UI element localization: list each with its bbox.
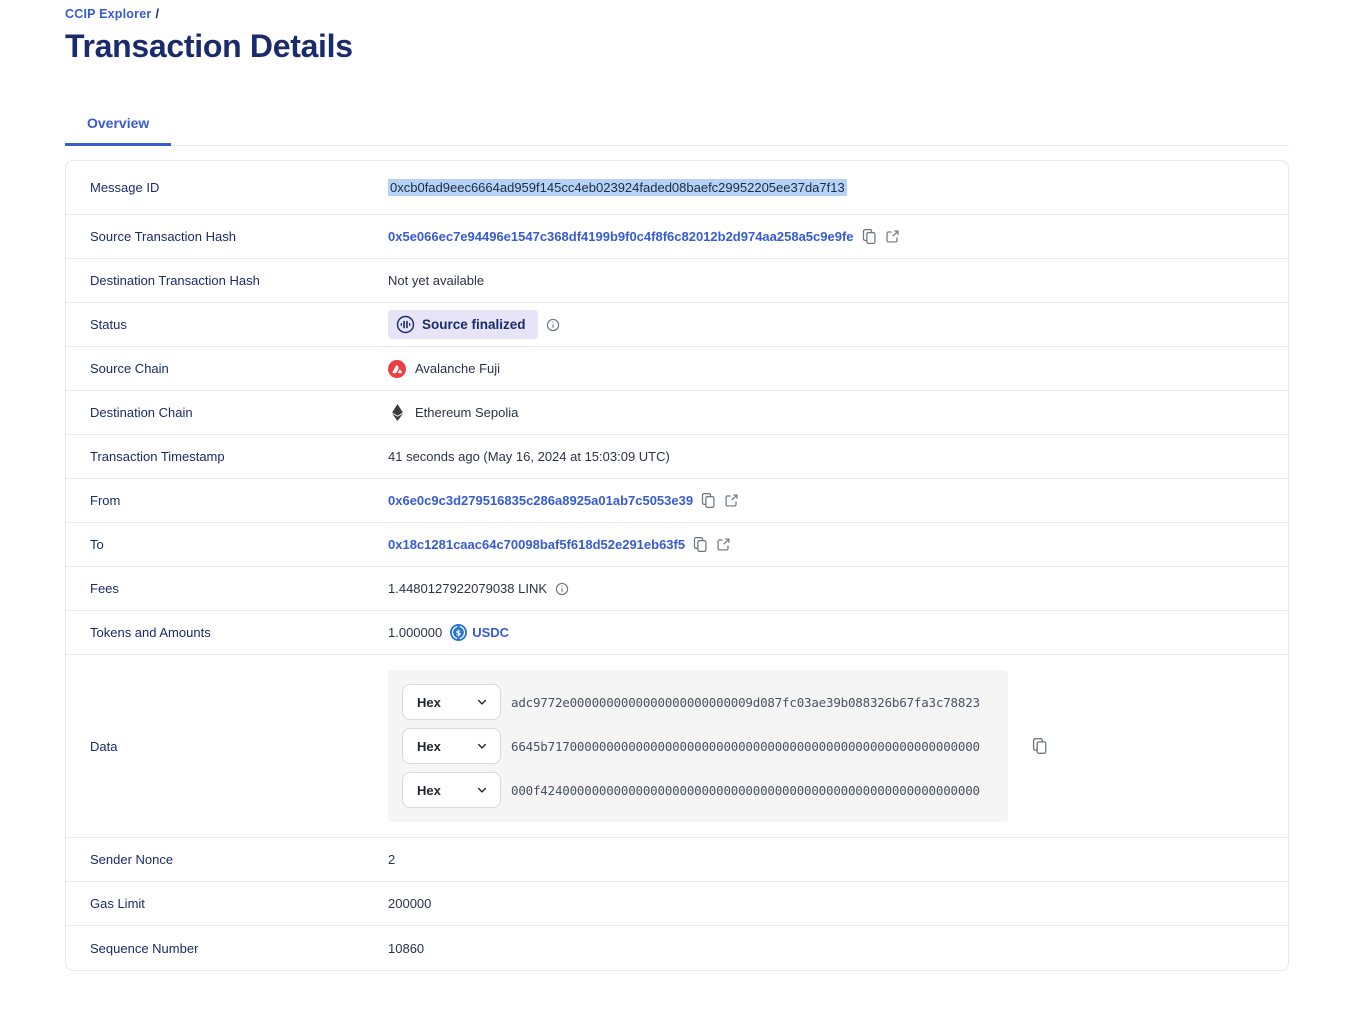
fees-label: Fees <box>90 581 119 597</box>
destination-chain-value: Ethereum Sepolia <box>388 404 519 422</box>
external-link-icon <box>716 537 731 552</box>
sequence-number-label: Sequence Number <box>90 940 199 956</box>
from-copy-button[interactable] <box>701 492 716 509</box>
chevron-down-icon <box>476 696 488 708</box>
chevron-down-icon <box>476 740 488 752</box>
data-label: Data <box>90 738 118 754</box>
info-icon <box>546 318 560 332</box>
status-badge-label: Source finalized <box>422 317 526 333</box>
source-transaction-hash-copy-button[interactable] <box>862 228 877 245</box>
sequence-number-value: 10860 <box>388 940 425 956</box>
to-label: To <box>90 537 104 553</box>
source-transaction-hash-label: Source Transaction Hash <box>90 229 236 245</box>
row-sequence-number: Sequence Number 10860 <box>66 926 1288 970</box>
from-label: From <box>90 493 121 509</box>
row-destination-chain: Destination Chain Ethereum Sepolia <box>66 391 1288 436</box>
breadcrumb: CCIP Explorer / <box>65 7 1289 21</box>
row-gas-limit: Gas Limit 200000 <box>66 882 1288 927</box>
transaction-details-page: CCIP Explorer / Transaction Details Overv… <box>65 7 1289 972</box>
source-chain-name: Avalanche Fuji <box>415 361 501 377</box>
tokens-and-amounts-label: Tokens and Amounts <box>90 625 211 641</box>
tab-overview[interactable]: Overview <box>65 105 172 147</box>
ethereum-logo-icon <box>388 404 406 422</box>
gas-limit-label: Gas Limit <box>90 896 145 912</box>
destination-transaction-hash-value: Not yet available <box>388 273 485 289</box>
svg-text:$: $ <box>456 628 462 638</box>
transaction-details-card: Message ID 0xcb0fad9eec6664ad959f145cc4e… <box>65 160 1289 972</box>
status-info-button[interactable] <box>546 318 560 332</box>
copy-icon <box>862 228 877 245</box>
copy-icon <box>701 492 716 509</box>
destination-chain-label: Destination Chain <box>90 405 193 421</box>
to-address-link[interactable]: 0x18c1281caac64c70098baf5f618d52e291eb63… <box>388 537 686 553</box>
status-badge: Source finalized <box>388 310 538 340</box>
gas-limit-value: 200000 <box>388 896 432 912</box>
message-id-label: Message ID <box>90 180 160 196</box>
status-label: Status <box>90 317 127 333</box>
source-chain-label: Source Chain <box>90 361 169 377</box>
fees-value: 1.4480127922079038 LINK <box>388 581 548 597</box>
data-encoding-select-2[interactable]: Hex <box>402 728 501 765</box>
external-link-icon <box>724 493 739 508</box>
sender-nonce-value: 2 <box>388 852 396 868</box>
row-tokens-and-amounts: Tokens and Amounts 1.000000 $ USDC <box>66 611 1288 656</box>
copy-icon <box>1032 737 1048 755</box>
data-hex-value-2: 6645b71700000000000000000000000000000000… <box>511 738 980 754</box>
breadcrumb-ccip-explorer-link[interactable]: CCIP Explorer <box>65 7 152 21</box>
source-transaction-hash-external-button[interactable] <box>885 229 900 244</box>
row-destination-transaction-hash: Destination Transaction Hash Not yet ava… <box>66 259 1288 304</box>
data-encoding-selected-value: Hex <box>417 694 441 710</box>
to-copy-button[interactable] <box>693 536 708 553</box>
source-chain-value: Avalanche Fuji <box>388 359 501 378</box>
external-link-icon <box>885 229 900 244</box>
row-data: Data Hex adc9772e00000000000000000000000… <box>66 655 1288 839</box>
usdc-logo-icon: $ <box>450 624 468 642</box>
data-encoding-select-1[interactable]: Hex <box>402 684 501 721</box>
row-message-id: Message ID 0xcb0fad9eec6664ad959f145cc4e… <box>66 161 1288 216</box>
data-encoding-selected-value: Hex <box>417 738 441 754</box>
avalanche-logo-icon <box>388 359 406 378</box>
data-copy-button[interactable] <box>1032 737 1048 755</box>
row-source-chain: Source Chain Avalanche Fuji <box>66 347 1288 392</box>
tab-bar: Overview <box>65 105 1289 147</box>
sender-nonce-label: Sender Nonce <box>90 852 174 868</box>
row-to: To 0x18c1281caac64c70098baf5f618d52e291e… <box>66 523 1288 568</box>
data-hex-value-3: 000f424000000000000000000000000000000000… <box>511 782 980 798</box>
row-status: Status Source finalized <box>66 303 1288 348</box>
data-encoding-select-3[interactable]: Hex <box>402 772 501 809</box>
from-external-button[interactable] <box>724 493 739 508</box>
source-transaction-hash-link[interactable]: 0x5e066ec7e94496e1547c368df4199b9f0c4f8f… <box>388 229 854 245</box>
transaction-timestamp-label: Transaction Timestamp <box>90 449 225 465</box>
data-hex-panel: Hex adc9772e0000000000000000000000009d08… <box>388 670 1008 823</box>
transaction-timestamp-value: 41 seconds ago (May 16, 2024 at 15:03:09… <box>388 449 670 465</box>
copy-icon <box>693 536 708 553</box>
row-transaction-timestamp: Transaction Timestamp 41 seconds ago (Ma… <box>66 435 1288 480</box>
row-from: From 0x6e0c9c3d279516835c286a8925a01ab7c… <box>66 479 1288 524</box>
page-title: Transaction Details <box>65 28 353 64</box>
token-amount-value: 1.000000 <box>388 625 443 641</box>
data-line: Hex adc9772e0000000000000000000000009d08… <box>402 684 994 721</box>
message-id-value: 0xcb0fad9eec6664ad959f145cc4eb023924fade… <box>388 179 847 197</box>
info-icon <box>555 582 569 596</box>
from-address-link[interactable]: 0x6e0c9c3d279516835c286a8925a01ab7c5053e… <box>388 493 694 509</box>
fees-info-button[interactable] <box>555 582 569 596</box>
breadcrumb-separator: / <box>155 7 160 21</box>
row-fees: Fees 1.4480127922079038 LINK <box>66 567 1288 612</box>
data-encoding-selected-value: Hex <box>417 782 441 798</box>
chevron-down-icon <box>476 784 488 796</box>
token-symbol-link[interactable]: USDC <box>472 625 510 641</box>
token-amount-group: 1.000000 $ USDC <box>388 624 510 642</box>
destination-transaction-hash-label: Destination Transaction Hash <box>90 273 260 289</box>
data-line: Hex 000f42400000000000000000000000000000… <box>402 772 994 809</box>
destination-chain-name: Ethereum Sepolia <box>415 405 519 421</box>
data-hex-value-1: adc9772e0000000000000000000000009d087fc0… <box>511 694 980 710</box>
progress-circle-icon <box>396 315 415 334</box>
to-external-button[interactable] <box>716 537 731 552</box>
data-line: Hex 6645b7170000000000000000000000000000… <box>402 728 994 765</box>
row-source-transaction-hash: Source Transaction Hash 0x5e066ec7e94496… <box>66 215 1288 260</box>
row-sender-nonce: Sender Nonce 2 <box>66 838 1288 883</box>
